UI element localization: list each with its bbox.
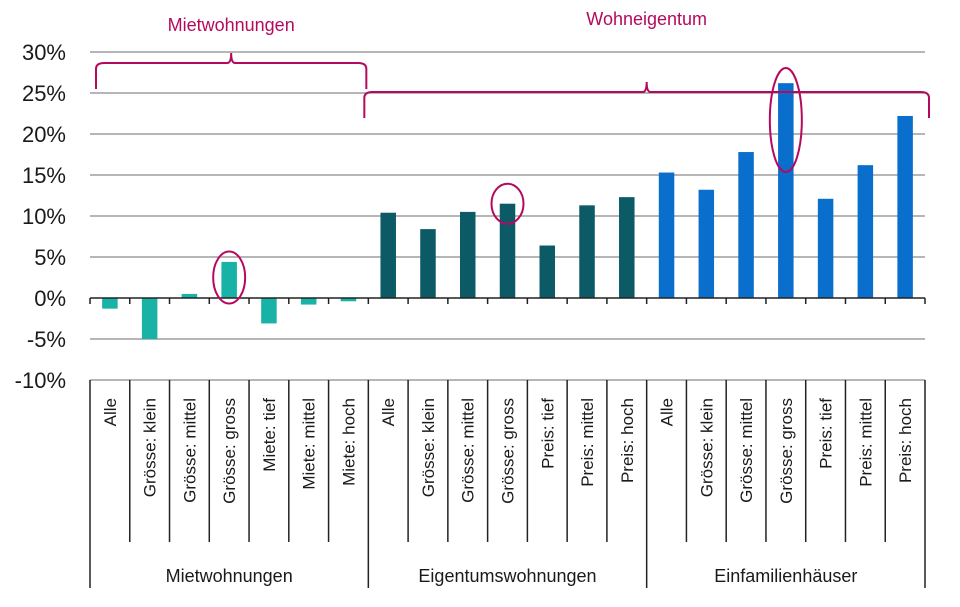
- bar: [778, 83, 794, 298]
- y-tick-label: 15%: [22, 163, 66, 188]
- category-label: Grösse: gross: [220, 398, 239, 504]
- category-label: Grösse: gross: [777, 398, 796, 504]
- category-label: Preis: tief: [538, 398, 557, 469]
- bar: [459, 211, 476, 298]
- y-tick-label: 10%: [22, 204, 66, 229]
- group-label: Mietwohnungen: [166, 566, 293, 586]
- group-label: Einfamilienhäuser: [714, 566, 857, 586]
- highlight-ellipse: [768, 67, 803, 174]
- bar: [340, 298, 357, 302]
- y-tick-label: -10%: [15, 368, 66, 393]
- category-label: Miete: mittel: [300, 398, 319, 490]
- category-label: Alle: [658, 398, 677, 426]
- bar: [539, 245, 556, 298]
- bar: [658, 172, 675, 298]
- annotations: Mietwohnungen Wohneigentum: [95, 9, 930, 305]
- bar: [300, 298, 317, 305]
- group-label: Eigentumswohnungen: [418, 566, 596, 586]
- bar: [619, 197, 635, 298]
- category-label: Preis: hoch: [896, 398, 915, 483]
- bar: [817, 198, 834, 298]
- category-label: Grösse: gross: [499, 398, 518, 504]
- bar: [698, 189, 715, 298]
- bar: [261, 298, 277, 324]
- bar: [897, 115, 913, 299]
- category-label: Grösse: mittel: [459, 398, 478, 503]
- bar: [141, 298, 158, 339]
- brace-wohneigentum-label: Wohneigentum: [586, 9, 707, 29]
- category-label: Miete: hoch: [339, 398, 358, 486]
- y-tick-label: 30%: [22, 40, 66, 65]
- bar: [102, 298, 118, 309]
- category-label: Grösse: klein: [697, 398, 716, 497]
- category-label: Alle: [101, 398, 120, 426]
- category-label: Grösse: klein: [141, 398, 160, 497]
- brace-mietwohnungen: [95, 52, 368, 89]
- category-label: Alle: [379, 398, 398, 426]
- bar: [181, 293, 198, 298]
- y-tick-label: -5%: [27, 327, 66, 352]
- category-label: Miete: tief: [260, 398, 279, 472]
- y-tick-label: 20%: [22, 122, 66, 147]
- y-tick-label: 5%: [34, 245, 66, 270]
- bar: [499, 203, 516, 298]
- highlight-ellipse: [212, 250, 247, 305]
- x-axis: Alle Grösse: klein Grösse: mittel Grösse: g…: [89, 297, 926, 588]
- category-label: Preis: mittel: [856, 398, 875, 487]
- bar: [738, 152, 754, 298]
- y-tick-label: 25%: [22, 81, 66, 106]
- brace-mietwohnungen-label: Mietwohnungen: [168, 15, 295, 35]
- category-label: Grösse: klein: [419, 398, 438, 497]
- category-label: Preis: tief: [817, 398, 836, 469]
- bar: [579, 205, 595, 298]
- category-label: Preis: hoch: [618, 398, 637, 483]
- category-label: Grösse: mittel: [180, 398, 199, 503]
- category-label: Preis: mittel: [578, 398, 597, 487]
- bars: [102, 83, 913, 339]
- y-axis-tick-labels: 30% 25% 20% 15% 10% 5% 0% -5% -10%: [15, 40, 66, 393]
- highlight-ellipse: [490, 182, 525, 225]
- brace-wohneigentum: [363, 81, 930, 118]
- category-label: Grösse: mittel: [737, 398, 756, 503]
- bar: [420, 229, 436, 298]
- bar: [221, 261, 237, 298]
- bar: [380, 212, 396, 298]
- bar: [857, 165, 874, 298]
- y-tick-label: 0%: [34, 286, 66, 311]
